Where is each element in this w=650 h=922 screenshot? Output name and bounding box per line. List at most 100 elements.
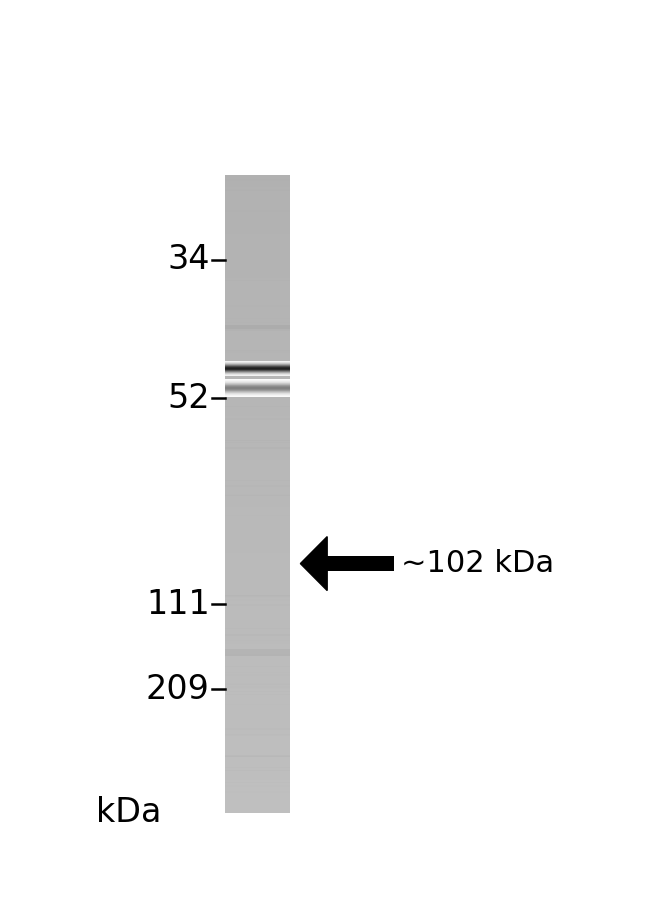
Bar	[225, 800, 291, 802]
Bar	[225, 562, 291, 564]
Bar	[225, 340, 291, 342]
Bar	[225, 353, 291, 355]
Bar	[225, 633, 291, 634]
Bar	[225, 221, 291, 222]
Bar	[225, 460, 291, 462]
Bar	[225, 475, 291, 477]
Bar	[225, 352, 291, 353]
Bar	[225, 424, 291, 425]
Bar	[225, 571, 291, 573]
Bar	[225, 556, 291, 558]
Bar	[225, 427, 291, 429]
Bar	[225, 477, 291, 478]
Bar	[225, 414, 291, 416]
Bar	[225, 447, 291, 449]
Bar	[225, 374, 291, 376]
Bar	[225, 573, 291, 575]
Bar	[225, 281, 291, 283]
Bar	[225, 603, 291, 604]
Bar	[225, 485, 291, 487]
Bar	[225, 721, 291, 723]
Bar	[225, 326, 291, 328]
Bar	[225, 455, 291, 457]
Bar	[225, 516, 291, 518]
Bar	[225, 774, 291, 775]
Bar	[225, 298, 291, 299]
Bar	[225, 549, 291, 550]
Bar	[225, 229, 291, 230]
Bar	[225, 747, 291, 748]
Bar	[225, 466, 291, 467]
Bar	[225, 311, 291, 312]
Bar	[225, 630, 291, 632]
Bar	[225, 336, 291, 337]
Bar	[225, 187, 291, 189]
Bar	[225, 406, 291, 408]
Bar	[225, 376, 291, 377]
Bar	[225, 518, 291, 520]
Bar	[225, 290, 291, 291]
Bar	[225, 649, 291, 656]
Bar	[225, 209, 291, 211]
Bar	[225, 388, 291, 390]
Bar	[225, 280, 291, 281]
Bar	[225, 442, 291, 443]
Bar	[225, 318, 291, 320]
Bar	[225, 700, 291, 702]
Bar	[225, 606, 291, 608]
Bar	[225, 663, 291, 665]
Bar	[225, 278, 291, 280]
Bar	[225, 614, 291, 615]
Bar	[225, 192, 291, 194]
Bar	[225, 346, 291, 347]
Bar	[225, 440, 291, 442]
Bar	[225, 398, 291, 400]
Bar	[225, 580, 291, 582]
Bar	[225, 684, 291, 686]
Bar	[225, 692, 291, 693]
Bar	[225, 464, 291, 466]
Bar	[225, 420, 291, 422]
Bar	[225, 610, 291, 612]
Bar	[225, 372, 291, 373]
Bar	[225, 741, 291, 743]
Bar	[225, 256, 291, 257]
Bar	[225, 789, 291, 791]
Bar	[225, 619, 291, 621]
Bar	[225, 634, 291, 636]
Bar	[225, 446, 291, 448]
Bar	[225, 526, 291, 527]
Bar	[225, 396, 291, 398]
Bar	[225, 440, 291, 442]
Bar	[225, 588, 291, 590]
Bar	[225, 479, 291, 481]
Bar	[225, 191, 291, 192]
Bar	[225, 222, 291, 224]
Polygon shape	[300, 537, 327, 591]
Bar	[225, 246, 291, 248]
Bar	[225, 325, 291, 329]
Bar	[225, 370, 291, 371]
Bar	[225, 660, 291, 662]
Bar	[225, 793, 291, 795]
Bar	[225, 776, 291, 778]
Bar	[225, 333, 291, 335]
Bar	[225, 681, 291, 682]
Bar	[225, 758, 291, 759]
Bar	[225, 512, 291, 514]
Bar	[225, 695, 291, 697]
Bar	[225, 394, 291, 395]
Bar	[225, 486, 291, 488]
Bar	[327, 556, 393, 571]
Bar	[225, 494, 291, 496]
Bar	[225, 448, 291, 449]
Bar	[225, 459, 291, 460]
Bar	[225, 499, 291, 501]
Bar	[225, 408, 291, 409]
Bar	[225, 411, 291, 412]
Bar	[225, 547, 291, 549]
Bar	[225, 473, 291, 475]
Bar	[225, 686, 291, 688]
Bar	[225, 772, 291, 774]
Bar	[225, 704, 291, 706]
